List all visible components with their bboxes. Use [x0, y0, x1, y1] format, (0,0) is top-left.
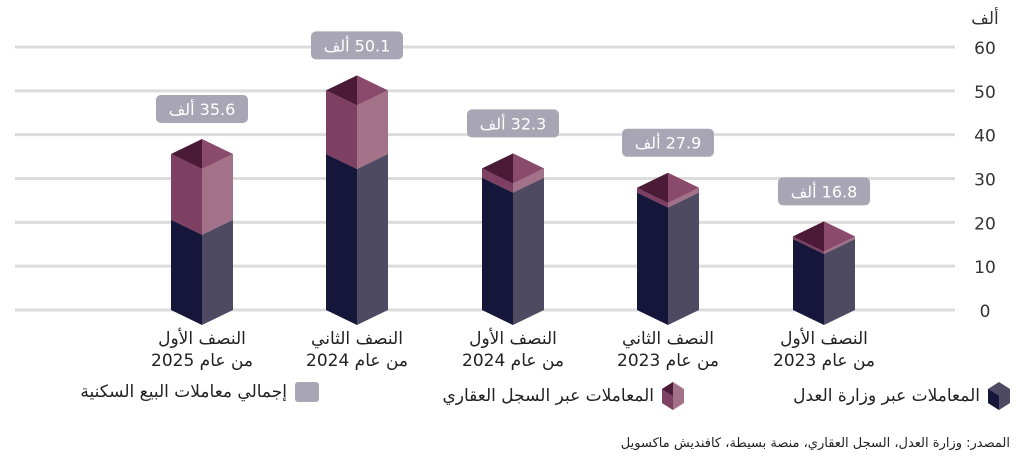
y-tick-label: 20 [974, 214, 996, 234]
legend-label: المعاملات عبر السجل العقاري [442, 386, 654, 406]
bar-segment-left [482, 168, 513, 193]
y-tick-label: 50 [974, 83, 996, 103]
y-tick-label: 30 [974, 171, 996, 191]
legend-item-moj: المعاملات عبر وزارة العدل [793, 382, 1010, 410]
bar-segment-right [202, 153, 233, 235]
category-label: النصف الأول [158, 328, 246, 349]
cube-icon [988, 382, 1010, 410]
total-label-box [467, 109, 559, 138]
category-label: من عام 2025 [151, 351, 253, 371]
y-tick-label: 10 [974, 258, 996, 278]
total-label: 50.1 ألف [324, 35, 391, 55]
total-label: 35.6 ألف [169, 99, 236, 119]
bar-cap-left [171, 138, 202, 169]
total-label-box [778, 177, 870, 206]
bar-segment-left [637, 187, 668, 208]
bar-segment-left [793, 236, 824, 254]
square-icon [295, 382, 319, 402]
bar-cap-left [637, 172, 668, 203]
legend-item-total: إجمالي معاملات البيع السكنية [80, 382, 319, 402]
bar-segment-right [357, 153, 388, 325]
bar-segment-right [824, 238, 855, 325]
total-label-box [156, 94, 248, 123]
legend-label: إجمالي معاملات البيع السكنية [80, 382, 287, 402]
bar-cap-right [513, 153, 544, 184]
bar-segment-right [357, 90, 388, 169]
bar-cap-right [357, 75, 388, 106]
y-tick-label: 40 [974, 127, 996, 147]
total-label: 27.9 ألف [635, 133, 702, 153]
bar-segment-left [326, 90, 357, 169]
bar-cap-right [824, 221, 855, 252]
bar-segment-left [326, 153, 357, 325]
bar-cap-left [482, 153, 513, 184]
bar-segment-left [637, 192, 668, 325]
bar-segment-left [793, 238, 824, 325]
bar-segment-right [668, 187, 699, 208]
bar-segment-right [513, 177, 544, 325]
bar-cap-left [793, 221, 824, 252]
bar-segment-left [171, 219, 202, 325]
total-label: 32.3 ألف [480, 113, 547, 133]
bar-segment-left [171, 153, 202, 235]
category-label: من عام 2023 [617, 351, 719, 371]
category-label: النصف الأول [469, 328, 557, 349]
total-label-box [311, 31, 403, 60]
total-label: 16.8 ألف [791, 181, 858, 201]
y-unit-label: ألف [971, 7, 999, 29]
category-label: النصف الأول [780, 328, 868, 349]
total-label-box [622, 128, 714, 157]
y-tick-label: 0 [980, 302, 991, 322]
bar-segment-left [482, 177, 513, 325]
legend-item-registry: المعاملات عبر السجل العقاري [442, 382, 684, 410]
category-label: النصف الثاني [622, 329, 714, 349]
y-tick-label: 60 [974, 39, 996, 59]
category-label: من عام 2024 [462, 351, 564, 371]
category-label: من عام 2024 [306, 351, 408, 371]
category-label: من عام 2023 [773, 351, 875, 371]
bar-cap-left [326, 75, 357, 106]
category-label: النصف الثاني [311, 329, 403, 349]
bar-cap-right [202, 138, 233, 169]
bar-segment-right [668, 192, 699, 325]
bar-segment-right [824, 236, 855, 254]
source-note: المصدر: وزارة العدل، السجل العقاري، منصة… [620, 436, 1010, 451]
legend-label: المعاملات عبر وزارة العدل [793, 386, 980, 406]
bar-segment-right [513, 168, 544, 193]
bar-segment-right [202, 219, 233, 325]
cube-icon [662, 382, 684, 410]
bar-cap-right [668, 172, 699, 203]
